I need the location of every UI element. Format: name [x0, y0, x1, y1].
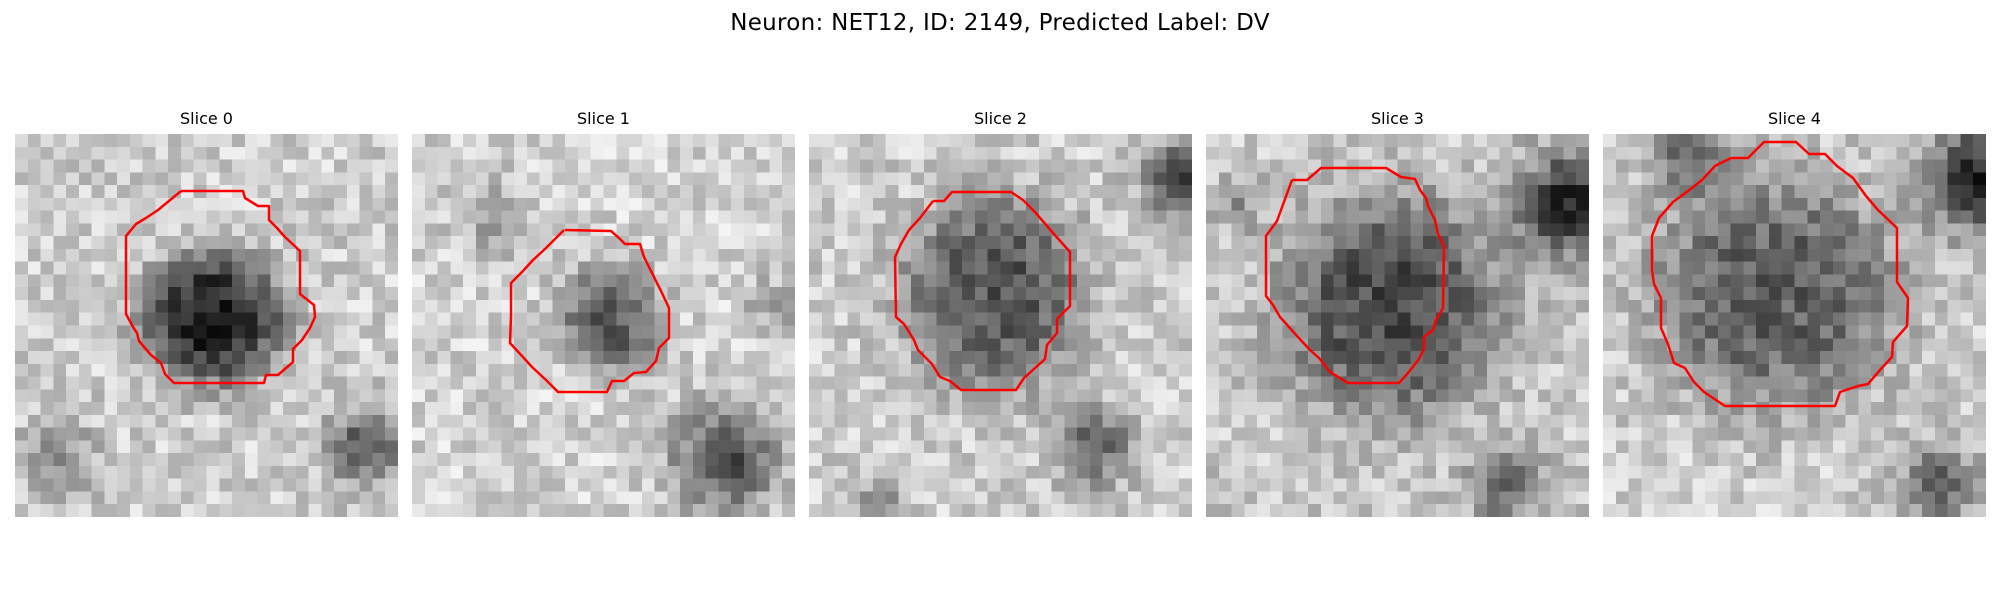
neuron-contour	[1264, 166, 1446, 385]
microscopy-image	[412, 134, 795, 517]
neuron-contour	[124, 189, 317, 385]
slice-image	[1603, 134, 1986, 517]
microscopy-image	[809, 134, 1192, 517]
microscopy-image	[15, 134, 398, 517]
slice-image	[15, 134, 398, 517]
neuron-contour	[508, 228, 671, 394]
neuron-contour	[1650, 140, 1910, 408]
slice-title: Slice 4	[1768, 109, 1821, 128]
slice-title: Slice 3	[1371, 109, 1424, 128]
slice-image	[809, 134, 1192, 517]
figure-title: Neuron: NET12, ID: 2149, Predicted Label…	[730, 10, 1270, 36]
slice-panel-3: Slice 3	[1206, 108, 1589, 518]
slice-panel-1: Slice 1	[412, 108, 795, 518]
slice-title: Slice 0	[180, 109, 233, 128]
neuron-contour	[893, 190, 1072, 392]
slice-title: Slice 1	[577, 109, 630, 128]
slice-panel-0: Slice 0	[15, 108, 398, 518]
slice-title: Slice 2	[974, 109, 1027, 128]
slice-image	[1206, 134, 1589, 517]
slice-panel-row: Slice 0 Slice 1 Slice 2 Slice 3	[0, 108, 2000, 528]
microscopy-image	[1206, 134, 1589, 517]
microscopy-image	[1603, 134, 1986, 517]
slice-panel-2: Slice 2	[809, 108, 1192, 518]
slice-image	[412, 134, 795, 517]
slice-panel-4: Slice 4	[1603, 108, 1986, 518]
